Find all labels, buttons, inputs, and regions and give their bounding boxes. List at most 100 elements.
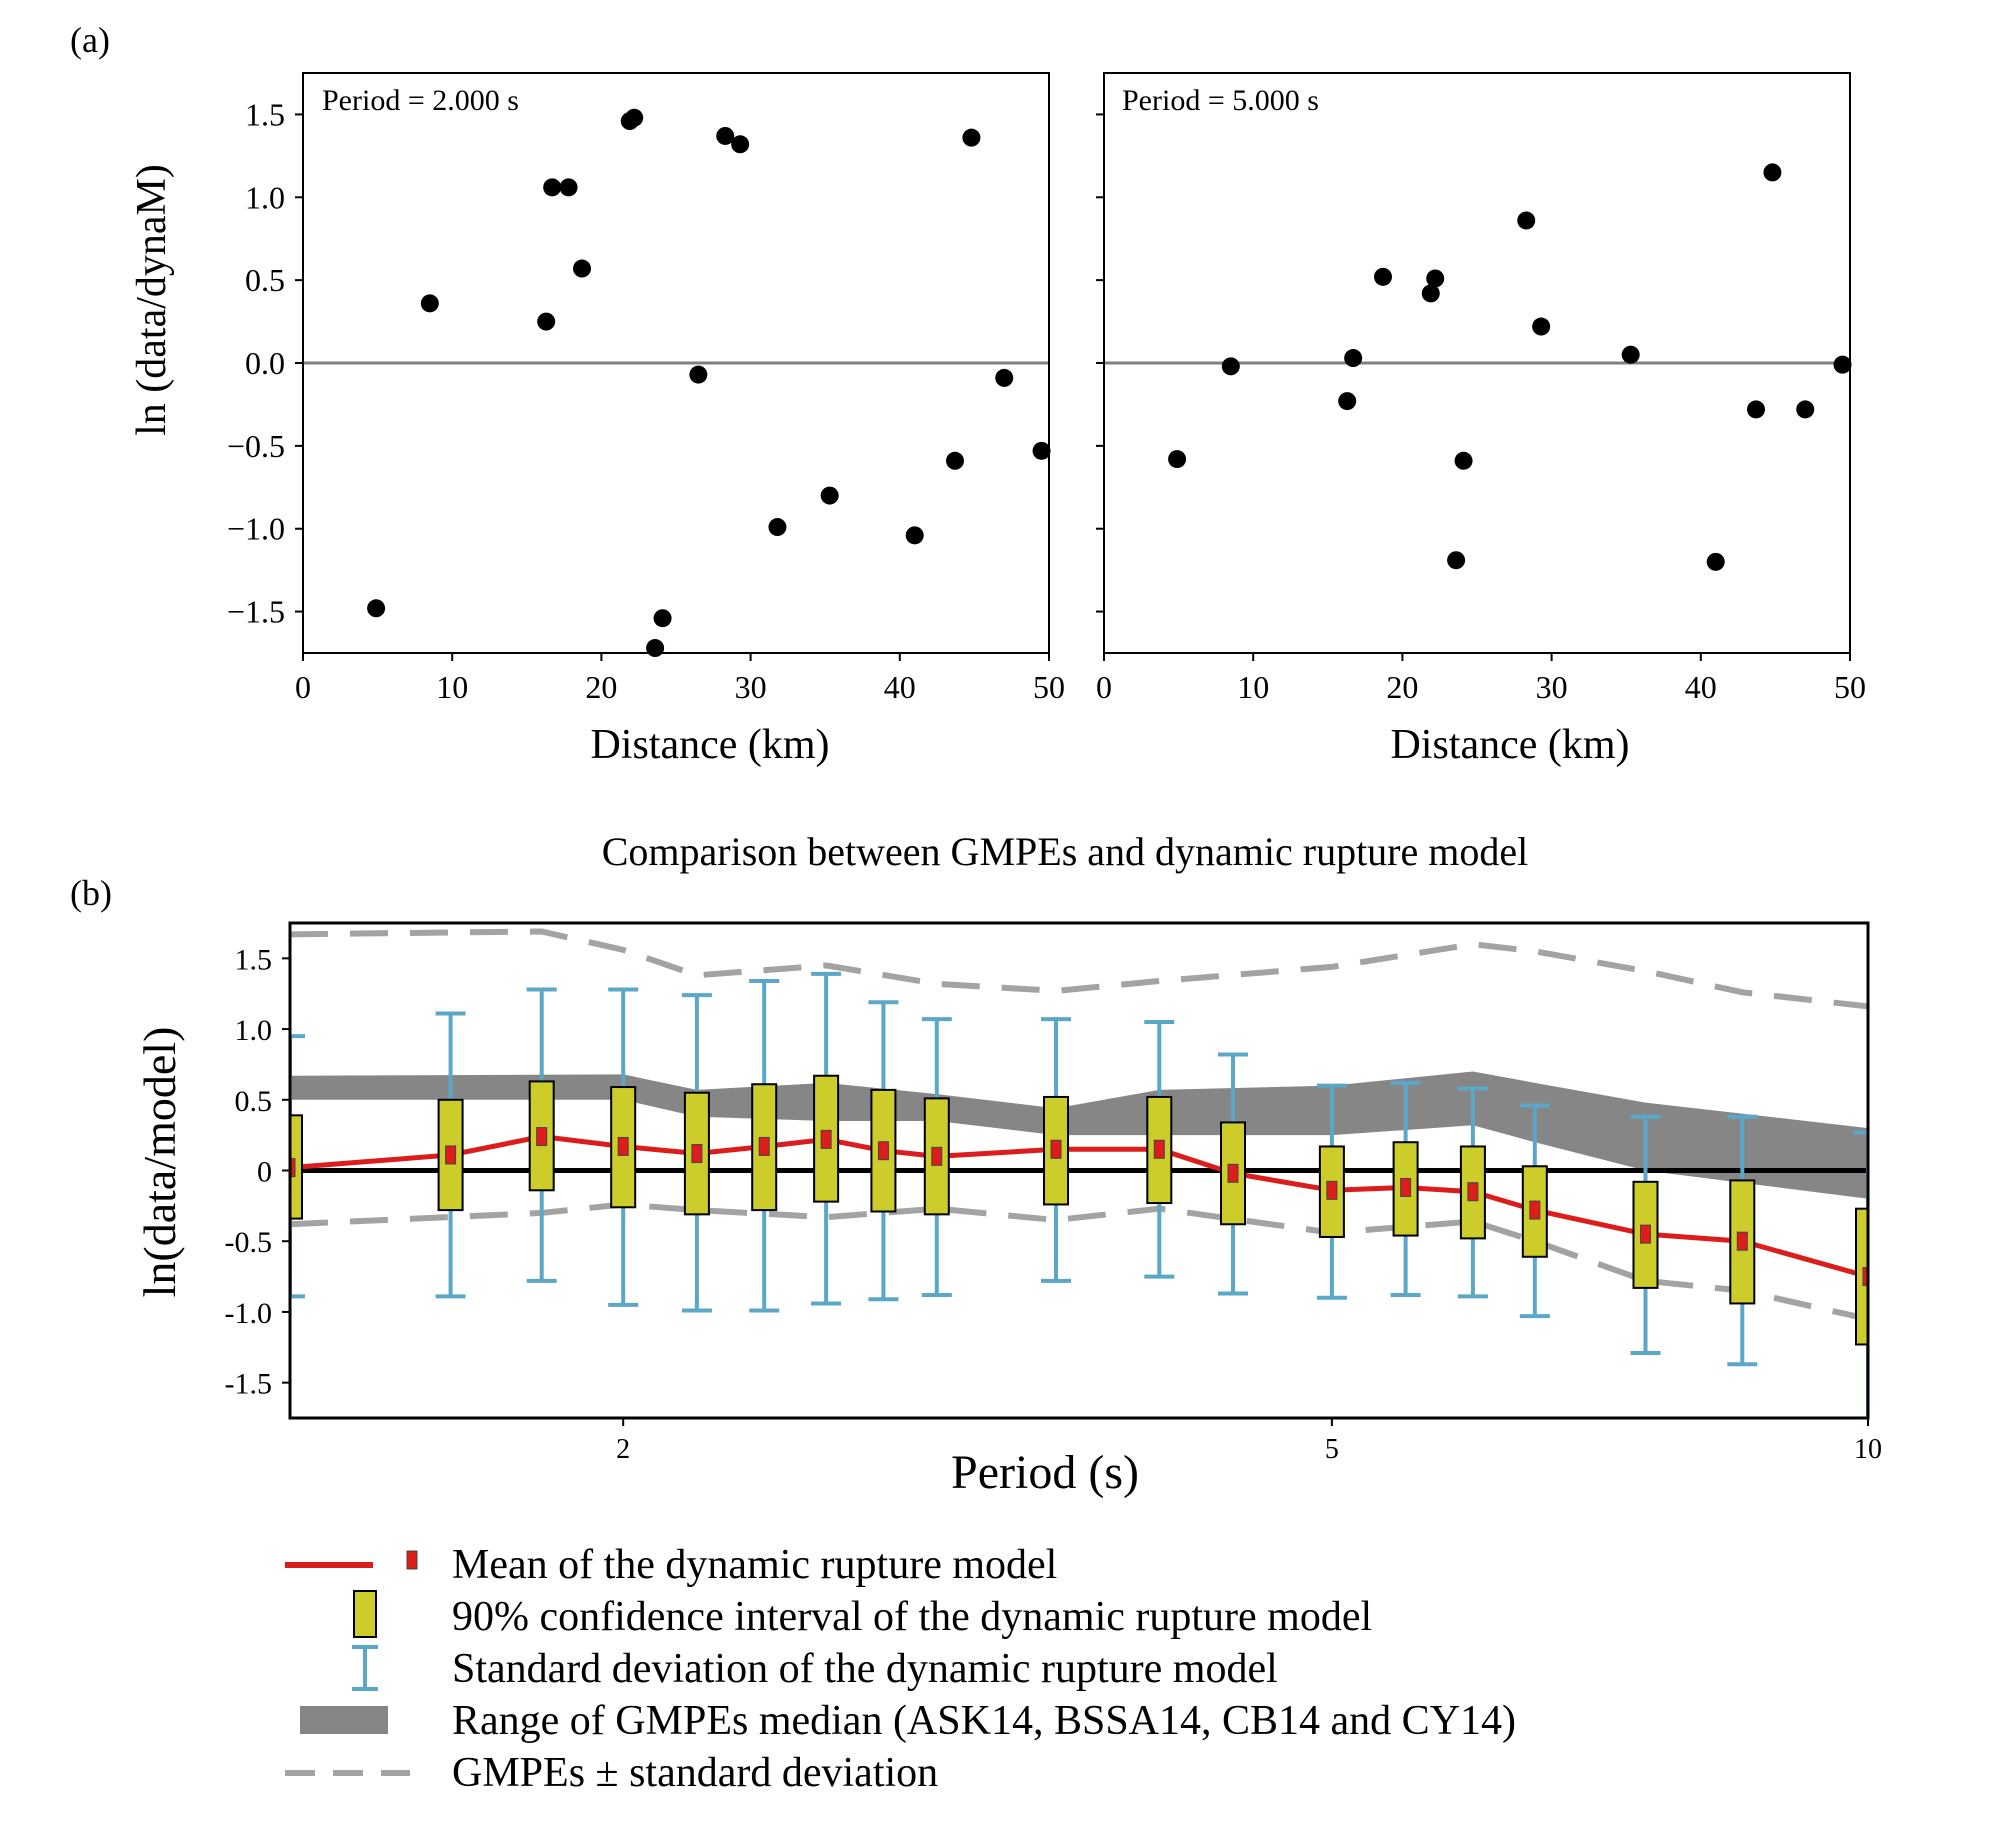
- legend-label: Standard deviation of the dynamic ruptur…: [452, 1646, 1278, 1692]
- legend-mean-marker: [406, 1550, 418, 1570]
- panel-label-a: (a): [70, 20, 110, 60]
- legend-symbol-range: [300, 1706, 388, 1734]
- data-point: [646, 639, 665, 658]
- mean-marker: [691, 1144, 703, 1164]
- mean-marker: [877, 1141, 889, 1161]
- chart-title-b: Comparison between GMPEs and dynamic rup…: [602, 829, 1528, 874]
- data-point: [1374, 267, 1393, 286]
- mean-marker: [1227, 1163, 1239, 1183]
- legend-label: Range of GMPEs median (ASK14, BSSA14, CB…: [452, 1698, 1516, 1744]
- x-tick-label: 10: [1854, 1434, 1882, 1465]
- data-point: [1221, 357, 1240, 376]
- y-tick-label: 1.0: [235, 1014, 273, 1047]
- mean-marker: [1529, 1200, 1541, 1220]
- y-tick-label: −0.5: [227, 428, 285, 464]
- ci90-box: [683, 1091, 710, 1216]
- y-tick-label: 1.5: [235, 943, 273, 976]
- ci90-box: [1318, 1145, 1345, 1238]
- mean-marker: [1050, 1139, 1062, 1159]
- mean-marker: [820, 1129, 832, 1149]
- ylabel-a: ln (data/dynaM): [129, 164, 175, 436]
- data-point: [653, 609, 672, 628]
- data-point: [420, 294, 439, 313]
- data-point: [1454, 451, 1473, 470]
- ci90-box: [1459, 1145, 1486, 1240]
- data-point: [367, 599, 386, 618]
- data-point: [625, 108, 644, 127]
- x-tick-label: 30: [1536, 669, 1568, 705]
- x-tick-label: 10: [1237, 669, 1269, 705]
- data-point: [731, 135, 750, 154]
- distance-scatter-2s: (a) ln (data/dynaM) Period = 2.000 s Dis…: [70, 20, 1065, 768]
- x-tick-label: 20: [1386, 669, 1418, 705]
- xlabel-b: Period (s): [951, 1446, 1139, 1499]
- ylabel-b: ln(data/model): [134, 1027, 185, 1298]
- data-point: [716, 126, 735, 145]
- legend-label: Mean of the dynamic rupture model: [452, 1542, 1057, 1588]
- legend-ci-box: [353, 1590, 377, 1638]
- mean-marker: [1639, 1224, 1651, 1244]
- y-tick-label: -0.5: [225, 1226, 273, 1259]
- x-tick-label: 50: [1834, 669, 1866, 705]
- legend: Mean of the dynamic rupture model 90% con…: [285, 1542, 1516, 1796]
- x-tick-label: 40: [884, 669, 916, 705]
- y-tick-label: 1.0: [245, 179, 285, 215]
- mean-marker: [1467, 1182, 1479, 1202]
- legend-label: GMPEs ± standard deviation: [452, 1750, 938, 1796]
- y-tick-label: −1.5: [227, 594, 285, 630]
- gmpe-median-range-band: [290, 1071, 1868, 1199]
- y-tick-label: 0: [257, 1156, 272, 1189]
- mean-marker: [1326, 1180, 1338, 1200]
- data-point: [1032, 441, 1051, 460]
- x-tick-label: 0: [295, 669, 311, 705]
- data-point: [689, 365, 708, 384]
- gmpe-comparison-chart: Comparison between GMPEs and dynamic rup…: [70, 829, 1882, 1499]
- legend-symbol-ci: [353, 1590, 377, 1638]
- mean-marker: [1736, 1231, 1748, 1251]
- y-tick-label: −1.0: [227, 511, 285, 547]
- data-point: [1763, 163, 1782, 182]
- plot-area: [290, 928, 1868, 1418]
- data-point: [1621, 345, 1640, 364]
- ci90-box: [610, 1086, 637, 1209]
- data-point: [1706, 552, 1725, 571]
- y-tick-label: 0.0: [245, 345, 285, 381]
- x-tick-label: 50: [1033, 669, 1065, 705]
- legend-range-swatch: [300, 1706, 388, 1734]
- data-point: [1168, 450, 1187, 469]
- y-tick-label: 0.5: [235, 1085, 273, 1118]
- data-point: [537, 312, 556, 331]
- data-point: [946, 451, 965, 470]
- period-annotation-a2: Period = 5.000 s: [1122, 84, 1319, 117]
- x-tick-label: 20: [585, 669, 617, 705]
- legend-symbol-std: [352, 1645, 378, 1691]
- x-tick-label: 30: [735, 669, 767, 705]
- mean-marker: [1153, 1139, 1165, 1159]
- panel-label-b: (b): [70, 873, 112, 913]
- gmpe-plus-std-line: [290, 928, 1868, 1010]
- data-point: [543, 178, 562, 197]
- ci90-box: [1855, 1207, 1868, 1346]
- mean-marker: [290, 1158, 296, 1178]
- mean-marker: [536, 1127, 548, 1147]
- ci90-box: [437, 1098, 464, 1212]
- mean-marker: [1862, 1267, 1868, 1287]
- data-point: [1338, 392, 1357, 411]
- xlabel-a1: Distance (km): [590, 722, 829, 768]
- std-error-bar: [290, 1034, 305, 1299]
- std-error-bar: [1853, 1130, 1868, 1418]
- mean-marker: [1400, 1177, 1412, 1197]
- data-point: [1447, 551, 1466, 570]
- mean-marker: [758, 1136, 770, 1156]
- ci90-box: [751, 1083, 778, 1212]
- gmpe-minus-std-line: [290, 1201, 1868, 1322]
- mean-marker: [931, 1146, 943, 1166]
- data-point: [962, 128, 981, 147]
- data-point: [1833, 355, 1852, 374]
- ci90-box: [290, 1114, 303, 1220]
- y-tick-label: -1.0: [225, 1297, 273, 1330]
- data-point: [1532, 317, 1551, 336]
- data-point: [1344, 349, 1363, 368]
- x-tick-label: 40: [1685, 669, 1717, 705]
